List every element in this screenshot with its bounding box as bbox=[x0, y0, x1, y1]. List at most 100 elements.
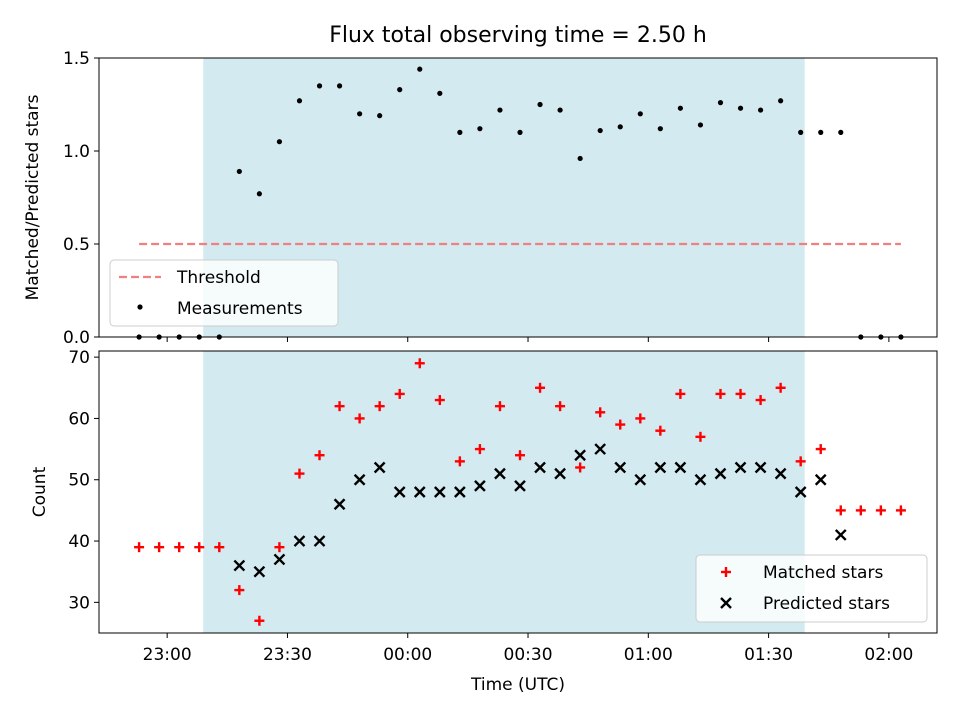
bottom-panel: 23:00 23:30 00:00 00:30 01:00 01:30 02:00 30 40 5… bbox=[30, 348, 938, 695]
predicted-point bbox=[634, 473, 647, 486]
matched-point bbox=[454, 456, 465, 467]
top-legend: Threshold Measurements bbox=[109, 259, 339, 327]
predicted-point bbox=[413, 486, 426, 498]
measurement-point bbox=[637, 111, 643, 117]
measurement-point bbox=[397, 87, 403, 93]
matched-point bbox=[134, 542, 145, 553]
matched-point bbox=[334, 401, 345, 412]
bottom-y-axis-label: Count bbox=[30, 466, 50, 517]
matched-point bbox=[695, 431, 706, 442]
measurement-point bbox=[497, 107, 503, 113]
predicted-point bbox=[554, 467, 566, 480]
predicted-point bbox=[333, 498, 346, 511]
matched-point bbox=[635, 413, 646, 424]
predicted-point bbox=[233, 559, 246, 572]
bottom-axis-ticks: 23:00 23:30 00:00 00:30 01:00 01:30 02:00 30 40 5… bbox=[68, 348, 913, 665]
legend-threshold-label: Threshold bbox=[176, 268, 261, 288]
matched-point bbox=[394, 388, 405, 399]
matched-point bbox=[374, 401, 385, 412]
matched-point bbox=[174, 542, 185, 553]
measurement-point bbox=[517, 129, 523, 135]
measurement-point bbox=[577, 155, 583, 162]
matched-point bbox=[815, 444, 826, 455]
legend-matched-label: Matched stars bbox=[763, 563, 883, 583]
top-y-axis-label: Matched/Predicted stars bbox=[23, 94, 43, 300]
measurement-point bbox=[838, 129, 844, 135]
measurement-point bbox=[316, 83, 323, 89]
measurement-point bbox=[617, 124, 623, 130]
bottom-legend-box bbox=[695, 554, 928, 623]
measurement-point bbox=[597, 127, 603, 134]
predicted-point bbox=[654, 461, 667, 474]
legend-matched-swatch bbox=[721, 567, 731, 577]
x-axis-label: Time (UTC) bbox=[470, 675, 565, 695]
matched-point bbox=[595, 407, 606, 418]
predicted-point bbox=[674, 461, 687, 474]
matched-point bbox=[755, 395, 766, 406]
matched-point bbox=[434, 395, 445, 406]
top-y-tick-label: 1.0 bbox=[63, 142, 90, 162]
predicted-point bbox=[514, 480, 526, 492]
chart-title: Flux total observing time = 2.50 h bbox=[329, 23, 707, 48]
measurement-point bbox=[477, 126, 483, 132]
top-axis-ticks: 0.0 0.5 1.0 1.5 bbox=[63, 49, 890, 348]
matched-point bbox=[314, 450, 325, 461]
matched-point bbox=[875, 505, 886, 516]
predicted-point bbox=[253, 565, 266, 578]
predicted-point bbox=[433, 486, 446, 498]
bottom-y-tick-label: 60 bbox=[68, 409, 90, 429]
bottom-y-tick-label: 50 bbox=[68, 471, 90, 491]
predicted-point bbox=[714, 467, 727, 480]
matched-point bbox=[835, 505, 846, 516]
measurement-point bbox=[236, 168, 242, 175]
top-panel: 0.0 0.5 1.0 1.5 Matched/Predicted stars Thr… bbox=[23, 49, 938, 348]
matched-point bbox=[555, 401, 566, 412]
top-y-tick-label: 0.0 bbox=[63, 328, 90, 348]
matched-point bbox=[494, 401, 505, 412]
measurement-point bbox=[757, 107, 764, 113]
matched-point bbox=[675, 388, 686, 399]
predicted-point bbox=[393, 486, 406, 498]
measurement-point bbox=[657, 126, 663, 132]
matched-point bbox=[274, 542, 285, 553]
measurement-point bbox=[557, 107, 563, 113]
predicted-point bbox=[534, 461, 546, 474]
predicted-point bbox=[834, 529, 847, 541]
bottom-y-tick-label: 40 bbox=[68, 532, 90, 552]
legend-measurement-swatch bbox=[137, 304, 143, 310]
predicted-point bbox=[373, 461, 386, 474]
predicted-point bbox=[694, 473, 707, 486]
matched-point bbox=[775, 382, 786, 393]
legend-predicted-swatch bbox=[720, 597, 732, 609]
x-tick-label: 02:00 bbox=[864, 645, 913, 665]
x-tick-label: 00:00 bbox=[383, 645, 432, 665]
x-tick-label: 01:30 bbox=[744, 645, 793, 665]
predicted-point bbox=[313, 535, 326, 547]
measurement-point bbox=[737, 105, 744, 111]
predicted-point bbox=[454, 486, 466, 498]
matched-point bbox=[214, 542, 225, 553]
x-tick-label: 01:00 bbox=[624, 645, 673, 665]
predicted-point bbox=[794, 486, 807, 498]
matched-point bbox=[735, 388, 746, 399]
bottom-y-tick-label: 70 bbox=[68, 348, 90, 368]
measurement-point bbox=[798, 129, 804, 135]
predicted-point bbox=[734, 461, 747, 474]
matched-point bbox=[855, 505, 866, 516]
matched-point bbox=[615, 419, 626, 430]
predicted-point bbox=[293, 535, 306, 547]
measurement-point bbox=[537, 101, 543, 108]
predicted-point bbox=[754, 461, 767, 474]
measurement-point bbox=[677, 105, 683, 111]
measurement-point bbox=[256, 191, 262, 197]
predicted-point bbox=[273, 553, 286, 566]
legend-predicted-label: Predicted stars bbox=[763, 594, 890, 614]
top-y-tick-label: 0.5 bbox=[63, 235, 90, 255]
matched-point bbox=[895, 505, 906, 516]
bottom-plot-frame bbox=[98, 350, 938, 634]
matched-point bbox=[234, 585, 245, 596]
x-tick-label: 23:30 bbox=[263, 645, 312, 665]
matched-point bbox=[294, 468, 305, 479]
measurement-point bbox=[336, 83, 343, 89]
matched-point bbox=[414, 358, 425, 369]
